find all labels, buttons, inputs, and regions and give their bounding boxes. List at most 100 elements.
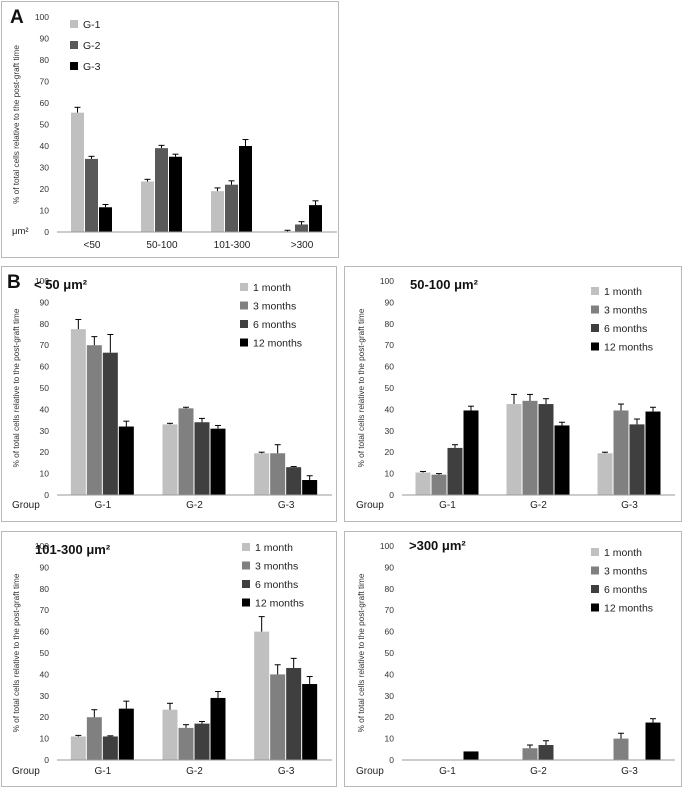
bar — [155, 148, 168, 232]
y-tick-label: 70 — [40, 605, 50, 615]
legend-swatch — [591, 305, 599, 314]
legend-label: 3 months — [604, 305, 647, 317]
chart-title: >300 μm² — [409, 538, 466, 553]
y-tick-label: 30 — [40, 163, 50, 173]
y-tick-label: 90 — [385, 562, 395, 572]
bar — [194, 723, 210, 760]
bar — [194, 422, 210, 495]
bar — [141, 181, 154, 232]
y-axis-label: % of total cells relative to the post-gr… — [357, 308, 366, 467]
bar — [102, 352, 118, 495]
legend-swatch — [591, 287, 599, 295]
bar — [71, 112, 84, 232]
x-axis-label: Group — [356, 766, 384, 777]
x-axis-label: Group — [12, 766, 40, 777]
y-tick-label: 70 — [385, 340, 395, 350]
bar — [239, 146, 252, 232]
bar — [86, 717, 102, 760]
legend-label: 6 months — [255, 579, 298, 591]
y-tick-label: 0 — [44, 755, 49, 765]
chart-title: 101-300 μm² — [35, 542, 111, 557]
bar — [309, 205, 322, 232]
bar — [86, 345, 102, 495]
y-axis-label: % of total cells relative to the post-gr… — [12, 308, 21, 467]
legend-swatch — [242, 598, 250, 607]
y-tick-label: 20 — [40, 184, 50, 194]
panel-a: A 0 10 20 30 40 50 60 70 80 90 100 % of total cells… — [1, 1, 339, 258]
legend-label: 1 month — [604, 286, 642, 298]
bar — [270, 453, 286, 495]
x-axis-label: Group — [356, 500, 384, 511]
bar — [522, 400, 538, 495]
y-tick-label: 0 — [389, 490, 394, 500]
legend-label: 12 months — [604, 603, 653, 615]
legend-swatch — [591, 342, 599, 351]
bar — [286, 467, 302, 495]
y-axis-label: % of total cells relative to the post-gr… — [357, 573, 366, 732]
legend-swatch — [591, 566, 599, 575]
legend-swatch — [70, 41, 78, 49]
y-tick-label: 80 — [385, 584, 395, 594]
bar — [597, 453, 613, 495]
x-tick-label: G-2 — [186, 500, 203, 511]
chart-title: < 50 μm² — [34, 277, 88, 292]
legend-swatch — [242, 580, 250, 588]
x-tick-label: G-3 — [621, 500, 638, 511]
y-tick-label: 10 — [40, 206, 50, 216]
legend-label: G-2 — [83, 40, 101, 52]
bar — [302, 480, 318, 495]
y-tick-label: 30 — [385, 691, 395, 701]
legend-label: 12 months — [255, 598, 304, 610]
panel-b-101-300: 0 10 20 30 40 50 60 70 80 90 100 % of total cells r… — [1, 531, 337, 787]
bar — [302, 684, 318, 760]
y-tick-label: 80 — [40, 55, 50, 65]
legend-label: 3 months — [255, 561, 298, 573]
bar — [645, 411, 661, 495]
bar — [463, 751, 479, 760]
y-tick-label: 30 — [385, 426, 395, 436]
bar — [645, 722, 661, 760]
bar — [70, 329, 86, 495]
y-tick-label: 70 — [385, 605, 395, 615]
y-tick-label: 60 — [385, 362, 395, 372]
x-tick-label: G-3 — [278, 766, 295, 777]
legend-label: 12 months — [604, 342, 653, 354]
panel-b-label: B — [7, 272, 21, 293]
legend-swatch — [591, 585, 599, 593]
x-tick-label: 50-100 — [146, 240, 178, 251]
bar — [210, 428, 226, 495]
legend-label: 6 months — [604, 584, 647, 596]
bar — [162, 424, 178, 495]
bar — [162, 709, 178, 760]
x-axis-unit: μm² — [12, 226, 29, 237]
x-tick-label: G-1 — [439, 766, 456, 777]
bar — [169, 156, 182, 232]
y-tick-label: 40 — [40, 404, 50, 414]
y-tick-label: 40 — [40, 669, 50, 679]
y-tick-label: 0 — [44, 227, 49, 237]
y-tick-label: 100 — [380, 276, 394, 286]
legend-label: 6 months — [604, 323, 647, 335]
y-tick-label: 10 — [40, 469, 50, 479]
bar — [447, 447, 463, 495]
panel-b-lt50: B 0 10 20 30 40 50 60 70 80 90 100 % of total cells… — [1, 266, 337, 522]
bar — [254, 631, 270, 760]
legend-swatch — [240, 320, 248, 328]
bar — [178, 408, 194, 495]
bar — [613, 410, 629, 495]
panel-b-gt300: 0 10 20 30 40 50 60 70 80 90 100 % of total cells r… — [344, 531, 682, 787]
bar — [178, 727, 194, 760]
y-tick-label: 70 — [40, 77, 50, 87]
y-tick-label: 100 — [35, 541, 49, 551]
y-tick-label: 20 — [40, 712, 50, 722]
x-tick-label: >300 — [291, 240, 314, 251]
y-tick-label: 100 — [380, 541, 394, 551]
y-tick-label: 90 — [385, 297, 395, 307]
x-tick-label: G-3 — [621, 766, 638, 777]
y-tick-label: 50 — [40, 120, 50, 130]
legend-label: 3 months — [604, 566, 647, 578]
bar — [85, 158, 98, 232]
y-tick-label: 20 — [385, 712, 395, 722]
y-tick-label: 60 — [385, 627, 395, 637]
x-tick-label: G-2 — [530, 766, 547, 777]
